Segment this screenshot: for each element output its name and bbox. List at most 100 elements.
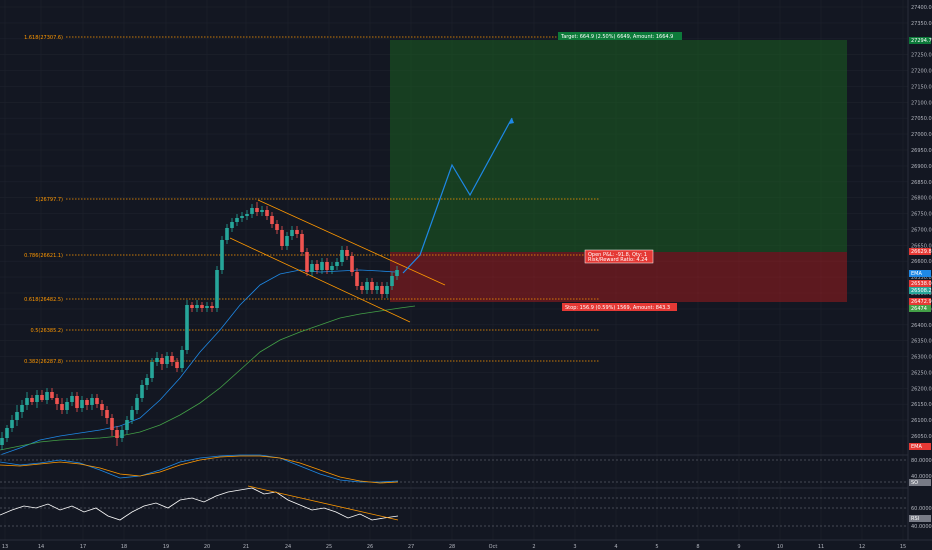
candle-up — [285, 236, 289, 246]
candle-up — [10, 420, 14, 428]
candle-down — [110, 418, 114, 430]
price-tick-label: 27200.0 — [911, 69, 932, 75]
osc1-slow-line — [0, 455, 399, 484]
candle-down — [40, 395, 44, 400]
price-tick-label: 27250.0 — [911, 53, 932, 59]
fib-level-label: 1.618(27307.6) — [24, 35, 63, 41]
candle-down — [315, 264, 319, 270]
candle-down — [75, 396, 79, 408]
candle-down — [325, 262, 329, 270]
date-tick-label: 15 — [900, 544, 906, 550]
candle-down — [355, 272, 359, 286]
fib-level-label: 0.618(26482.5) — [24, 297, 63, 303]
candle-up — [145, 378, 149, 385]
candle-up — [290, 230, 294, 236]
price-tick-label: 26300.0 — [911, 355, 932, 361]
candle-down — [160, 358, 164, 364]
target-label-bg — [558, 32, 682, 40]
candle-down — [60, 404, 64, 410]
price-tick-label: 27350.0 — [911, 21, 932, 27]
candle-down — [275, 224, 279, 230]
candle-down — [50, 392, 54, 398]
candle-up — [195, 305, 199, 308]
candle-up — [125, 420, 129, 430]
price-tick-label: 26550.0 — [911, 275, 932, 281]
price-tick-label: 26800.0 — [911, 196, 932, 202]
candle-down — [295, 230, 299, 234]
date-tick-label: 9 — [737, 544, 740, 550]
rsi-axis-40: 40.0000 — [911, 524, 932, 530]
date-tick-label: 20 — [204, 544, 210, 550]
price-tick-label: 26400.0 — [911, 323, 932, 329]
candle-up — [165, 356, 169, 364]
candle-down — [305, 252, 309, 272]
axis-tag-target: 27294.7 — [911, 38, 932, 44]
rsi-axis-60: 60.0000 — [911, 506, 932, 512]
candle-up — [70, 396, 74, 402]
candle-down — [30, 398, 34, 402]
fib-level-label: 0.382(26287.8) — [24, 359, 63, 365]
candle-down — [175, 362, 179, 368]
rsi-axis-tag: RSI — [911, 516, 919, 522]
price-tick-label: 26900.0 — [911, 164, 932, 170]
sma-line — [0, 305, 416, 451]
candle-up — [205, 306, 209, 308]
time-axis[interactable]: 13 14 17 18 19 20 21 24 25 26 27 28 Oct 2 3 4 5 8 9 10 11 12 1… — [2, 544, 906, 550]
price-tick-label: 27400.0 — [911, 5, 932, 11]
channel-lower-line[interactable] — [229, 237, 411, 323]
candle-up — [250, 208, 254, 214]
price-tick-label: 26100.0 — [911, 418, 932, 424]
profit-zone[interactable] — [390, 40, 847, 252]
candle-up — [220, 240, 224, 270]
fibonacci-levels[interactable]: 1.618(27307.6) 1(26797.7) 0.786(26621.1) 0.… — [24, 35, 600, 365]
candle-up — [180, 350, 184, 368]
price-tick-label: 26200.0 — [911, 386, 932, 392]
date-tick-label: 28 — [449, 544, 455, 550]
stop-label: Stop: 156.9 (0.59%) 1569, Amount: 843.3 — [565, 305, 670, 311]
date-tick-label: 11 — [818, 544, 824, 550]
fib-level-label: 0.786(26621.1) — [24, 253, 63, 259]
price-tick-label: 26350.0 — [911, 339, 932, 345]
axis-tag-sma: 26474 — [911, 306, 927, 312]
candle-up — [140, 385, 144, 398]
channel-upper-line[interactable] — [257, 199, 446, 286]
price-tick-label: 26250.0 — [911, 370, 932, 376]
candle-up — [0, 438, 4, 445]
candle-down — [105, 410, 109, 418]
price-tick-label: 26650.0 — [911, 243, 932, 249]
date-tick-label: 3 — [573, 544, 576, 550]
candle-down — [380, 286, 384, 294]
candle-down — [85, 400, 89, 405]
date-tick-label: 24 — [285, 544, 291, 550]
candle-down — [55, 398, 59, 404]
fib-level-label: 1(26797.7) — [35, 197, 63, 203]
candle-up — [155, 358, 159, 362]
rsi-divergence-line[interactable] — [247, 485, 399, 521]
target-label: Target: 664.9 (2.50%) 6649, Amount: 1664… — [560, 34, 673, 40]
candle-up — [90, 398, 94, 405]
fib-level-label: 0.5(26385.2) — [30, 328, 63, 334]
date-tick-label: 8 — [696, 544, 699, 550]
candle-up — [235, 218, 239, 222]
rsi-line — [0, 487, 399, 521]
date-tick-label: Oct — [489, 544, 498, 550]
axis-tag-stop: 26472.9 — [911, 299, 932, 305]
candle-up — [375, 286, 379, 290]
candle-up — [245, 214, 249, 216]
projection-arrowhead — [509, 118, 514, 124]
osc1-axis-tag: SO — [911, 480, 918, 486]
risk-reward-label: Risk/Reward Ratio: 4.24 — [588, 257, 648, 263]
candle-down — [345, 250, 349, 256]
price-axis[interactable]: 27400.027350.027300.027250.027200.027150… — [911, 5, 932, 440]
price-tick-label: 27050.0 — [911, 116, 932, 122]
candle-down — [280, 230, 284, 246]
projection-path[interactable] — [402, 117, 513, 274]
price-tick-label: 27150.0 — [911, 84, 932, 90]
price-tick-label: 27000.0 — [911, 132, 932, 138]
candle-up — [45, 392, 49, 400]
candle-up — [25, 398, 29, 405]
candle-down — [265, 210, 269, 216]
candle-up — [185, 305, 189, 350]
